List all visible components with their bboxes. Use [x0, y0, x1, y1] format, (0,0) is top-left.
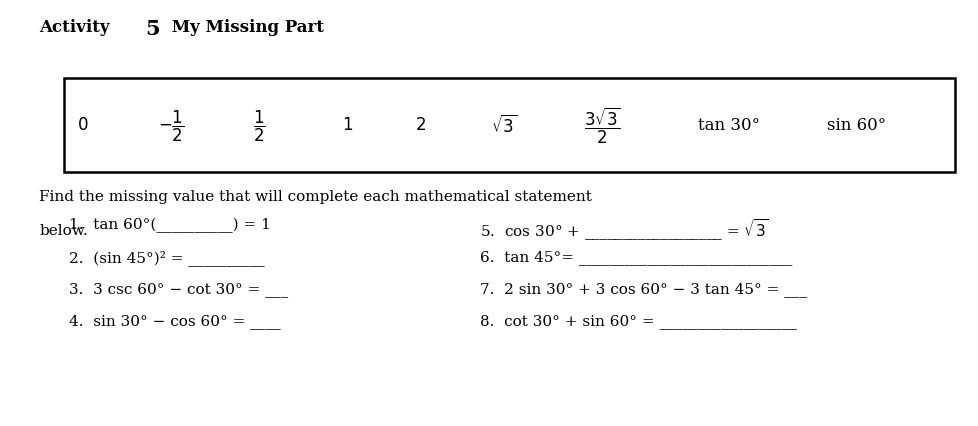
- Text: tan 30°: tan 30°: [697, 117, 760, 134]
- Text: $2$: $2$: [415, 117, 426, 134]
- Text: Activity: Activity: [39, 19, 115, 36]
- Text: sin 60°: sin 60°: [826, 117, 885, 134]
- Text: $1$: $1$: [341, 117, 353, 134]
- Text: $-\dfrac{1}{2}$: $-\dfrac{1}{2}$: [157, 108, 185, 143]
- Text: 3.  3 csc 60° − cot 30° = ___: 3. 3 csc 60° − cot 30° = ___: [68, 281, 288, 296]
- Text: 7.  2 sin 30° + 3 cos 60° − 3 tan 45° = ___: 7. 2 sin 30° + 3 cos 60° − 3 tan 45° = _…: [479, 281, 806, 296]
- Bar: [64, 79, 954, 173]
- Text: $\dfrac{1}{2}$: $\dfrac{1}{2}$: [253, 108, 265, 143]
- Text: below.: below.: [39, 224, 88, 238]
- Text: 4.  sin 30° − cos 60° = ____: 4. sin 30° − cos 60° = ____: [68, 313, 280, 328]
- Text: Find the missing value that will complete each mathematical statement: Find the missing value that will complet…: [39, 190, 592, 204]
- Text: 1.  tan 60°(__________) = 1: 1. tan 60°(__________) = 1: [68, 217, 270, 233]
- Text: 2.  (sin 45°)² = __________: 2. (sin 45°)² = __________: [68, 249, 264, 265]
- Text: 5: 5: [145, 19, 159, 39]
- Text: 5.  cos 30° + __________________ = $\sqrt{3}$: 5. cos 30° + __________________ = $\sqrt…: [479, 217, 768, 243]
- Text: $\dfrac{3\sqrt{3}}{2}$: $\dfrac{3\sqrt{3}}{2}$: [583, 106, 620, 146]
- Text: 8.  cot 30° + sin 60° = __________________: 8. cot 30° + sin 60° = _________________…: [479, 313, 796, 328]
- Text: $0$: $0$: [77, 117, 89, 134]
- Text: $\sqrt{3}$: $\sqrt{3}$: [491, 115, 516, 137]
- Text: My Missing Part: My Missing Part: [166, 19, 324, 36]
- Text: 6.  tan 45°= ____________________________: 6. tan 45°= ____________________________: [479, 249, 791, 264]
